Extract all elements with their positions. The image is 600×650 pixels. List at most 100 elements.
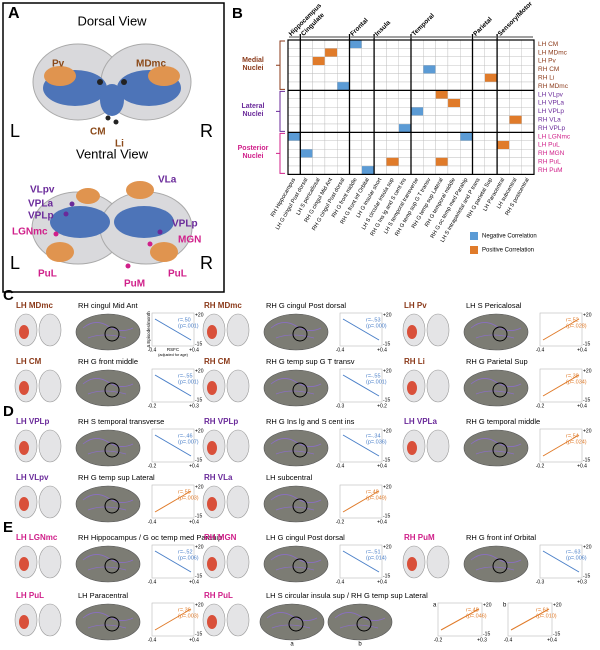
- matrix-cell: [312, 48, 326, 58]
- panel-letter: D: [3, 403, 14, 420]
- matrix-cell: [361, 90, 375, 100]
- matrix-cell: [447, 39, 461, 49]
- brain-thumbnail: [38, 313, 62, 347]
- matrix-cell: [521, 39, 535, 49]
- matrix-cell: [287, 115, 301, 125]
- matrix-cell: [423, 140, 436, 150]
- stat-p: (p=.014): [366, 555, 387, 561]
- matrix-cell: [373, 165, 387, 175]
- matrix-cell: [460, 48, 473, 58]
- roi-circle: [492, 442, 508, 458]
- nucleus-label: MDmc: [136, 59, 166, 70]
- matrix-cell: [423, 157, 436, 167]
- row-label: RH VPLp: [538, 125, 565, 132]
- tick-label: +20: [583, 544, 592, 550]
- cortex-render: [259, 603, 325, 641]
- region-name: LH subcentral: [266, 473, 313, 482]
- matrix-cell: [410, 148, 424, 158]
- matrix-cell: [373, 115, 387, 125]
- matrix-cell: [447, 64, 461, 74]
- roi-circle: [292, 558, 308, 574]
- matrix-cell: [521, 90, 535, 100]
- nucleus-highlight: [19, 441, 29, 455]
- matrix-cell: [287, 81, 301, 91]
- matrix-cell: [460, 132, 473, 141]
- matrix-cell: [521, 165, 535, 175]
- tick-label: +0.4: [189, 637, 199, 643]
- matrix-cell: [521, 123, 535, 133]
- matrix-cell: [460, 81, 473, 91]
- stat-r: r=-.51: [366, 549, 381, 555]
- matrix-cell: [472, 90, 486, 100]
- matrix-cell: [386, 64, 399, 74]
- roi-circle: [104, 558, 120, 574]
- matrix-cell: [435, 56, 449, 66]
- matrix-cell: [361, 123, 375, 133]
- nucleus-name: RH PuL: [204, 591, 233, 600]
- matrix-cell: [521, 56, 535, 66]
- row-label: LH VPLp: [538, 108, 564, 115]
- matrix-cell: [410, 81, 424, 91]
- nucleus-highlight: [207, 441, 217, 455]
- matrix-cell: [447, 165, 461, 175]
- tick-label: +20: [383, 544, 392, 550]
- matrix-cell: [435, 73, 449, 83]
- ventral-brain: [31, 181, 193, 269]
- matrix-cell: [484, 115, 498, 125]
- matrix-cell: [373, 140, 387, 150]
- matrix-cell: [521, 48, 535, 58]
- tick-label: -15: [383, 513, 390, 519]
- matrix-cell: [447, 48, 461, 58]
- tick-label: -15: [383, 573, 390, 579]
- tick-label: +20: [383, 484, 392, 490]
- stat-r: r=-.55: [366, 373, 381, 379]
- matrix-cell: [484, 123, 498, 133]
- matrix-cell: [472, 123, 486, 133]
- tick-label: +20: [195, 484, 204, 490]
- matrix-cell: [312, 165, 326, 175]
- trend-line: [154, 490, 192, 513]
- tick-label: -15: [195, 457, 202, 463]
- panel-letter: A: [8, 5, 20, 22]
- matrix-cell: [300, 81, 313, 91]
- axis-note: (adjusted for age): [158, 353, 188, 357]
- matrix-cell: [337, 64, 350, 74]
- matrix-cell: [410, 73, 424, 83]
- tick-label: +20: [553, 602, 562, 608]
- matrix-cell: [447, 123, 461, 133]
- matrix-cell: [484, 165, 498, 175]
- matrix-cell: [484, 132, 498, 141]
- matrix-cell: [484, 73, 498, 83]
- matrix-cell: [324, 48, 338, 58]
- row-label: LH MDmc: [538, 49, 568, 56]
- matrix-cell: [484, 90, 498, 100]
- tick-label: +20: [195, 544, 204, 550]
- matrix-cell: [435, 115, 449, 125]
- matrix-cell: [521, 98, 535, 108]
- stat-p: (p=.001): [366, 379, 387, 385]
- nucleus-highlight: [407, 557, 417, 571]
- brain-thumbnail: [226, 429, 250, 463]
- matrix-cell: [349, 73, 363, 83]
- matrix-cell: [447, 115, 461, 125]
- matrix-cell: [300, 106, 313, 116]
- nucleus-label: VLpv: [30, 185, 55, 196]
- matrix-cell: [361, 140, 375, 150]
- matrix-cell: [287, 73, 301, 83]
- matrix-cell: [349, 106, 363, 116]
- matrix-cell: [386, 115, 399, 125]
- matrix-cell: [398, 56, 412, 66]
- matrix-cell: [496, 165, 510, 175]
- matrix-cell: [312, 148, 326, 158]
- matrix-cell: [423, 165, 436, 175]
- side-label: L: [10, 121, 20, 141]
- brain-thumbnail: [426, 545, 450, 579]
- matrix-cell: [460, 123, 473, 133]
- matrix-cell: [472, 39, 486, 49]
- matrix-cell: [312, 81, 326, 91]
- matrix-cell: [287, 56, 301, 66]
- matrix-cell: [509, 39, 522, 49]
- matrix-cell: [361, 48, 375, 58]
- view-title: Dorsal View: [77, 13, 147, 28]
- roi-circle: [104, 498, 120, 514]
